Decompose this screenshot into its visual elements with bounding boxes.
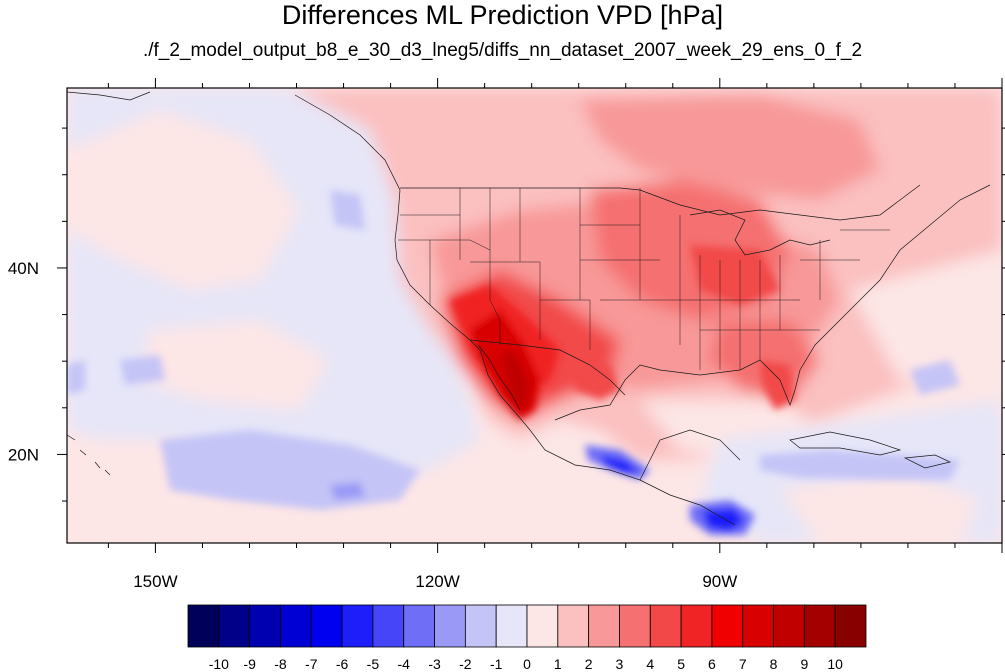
- colorbar-label: -3: [428, 656, 441, 672]
- central-america-blue-core: [702, 508, 745, 532]
- hawaii-islands: [67, 434, 111, 476]
- hispaniola-outline: [903, 454, 952, 469]
- map-lines: [67, 91, 991, 526]
- yucatan-coast: [639, 429, 741, 481]
- colorbar-label: -5: [367, 656, 380, 672]
- chart-subtitle: ./f_2_model_output_b8_e_30_d3_lneg5/diff…: [142, 40, 863, 61]
- colorbar-label: -7: [305, 656, 318, 672]
- pacific-pink-patch: [67, 110, 300, 290]
- x-tick-label: 90W: [702, 572, 737, 591]
- hawaii-blue-2: [330, 482, 365, 500]
- cuba-outline: [789, 431, 902, 456]
- axis-ticks: 150W 120W 90W 20N 40N: [8, 78, 1005, 591]
- field-strong-blobs: [67, 190, 960, 535]
- colorbar-box: [280, 604, 312, 648]
- atlantic-pink: [850, 250, 1002, 380]
- colorbar-label: 6: [708, 656, 716, 672]
- colorbar-label: -8: [274, 656, 287, 672]
- state-line: [489, 188, 501, 345]
- colorbar-box: [526, 604, 559, 648]
- mexico-blue-core: [600, 455, 640, 474]
- colorbar-box: [403, 604, 435, 648]
- colorbar-label: 8: [770, 656, 778, 672]
- caribbean-pink: [780, 470, 980, 543]
- colorbar-label: 3: [616, 656, 624, 672]
- map-field: [67, 88, 1002, 543]
- pacific-pink-patch-2: [140, 320, 330, 410]
- colorbar-box: [773, 604, 805, 648]
- x-tick-label: 150W: [133, 572, 177, 591]
- colorbar-label: -4: [398, 656, 411, 672]
- x-tick-label: 120W: [415, 572, 459, 591]
- baja-darkest: [500, 350, 530, 410]
- y-tick-label: 20N: [8, 445, 39, 464]
- west-coastline: [294, 94, 736, 526]
- state-line: [398, 239, 491, 251]
- north-pacific-blue: [330, 190, 365, 230]
- florida-red: [760, 360, 795, 410]
- colorbar-label: 10: [827, 656, 843, 672]
- baja-coast: [477, 344, 521, 411]
- southeast-red: [710, 320, 820, 400]
- colorbar-label: 5: [677, 656, 685, 672]
- bahamas-blue: [910, 360, 960, 395]
- colorbar-box: [187, 604, 220, 648]
- colorbar-box: [495, 604, 528, 648]
- pacific-blue-spot: [120, 355, 165, 385]
- midwest-core: [690, 245, 780, 305]
- y-tick-label: 40N: [8, 259, 39, 278]
- colorbar-box: [434, 604, 466, 648]
- colorbar-box: [218, 604, 251, 648]
- colorbar-box: [557, 604, 590, 648]
- state-lines: [398, 188, 890, 370]
- colorbar-label: 7: [739, 656, 747, 672]
- colorbar-box: [803, 604, 836, 648]
- colorbar-box: [372, 604, 405, 648]
- colorbar-label: 2: [585, 656, 593, 672]
- chart-title: Differences ML Prediction VPD [hPa]: [281, 0, 724, 30]
- colorbar-box: [680, 604, 713, 648]
- us-mexico-border: [469, 339, 626, 396]
- colorbar-box: [711, 604, 744, 648]
- colorbar: -10 -9 -8 -7 -6 -5 -4 -3 -2 -1 0 1 2 3 4 5 6 7 8 9 10: [187, 604, 867, 672]
- map-frame: [66, 87, 1003, 544]
- colorbar-box: [310, 604, 343, 648]
- colorbar-label: -9: [243, 656, 256, 672]
- colorbar-label: 4: [646, 656, 654, 672]
- colorbar-label: -10: [209, 656, 229, 672]
- colorbar-label: 1: [554, 656, 562, 672]
- us-canada-border: [400, 184, 921, 221]
- colorbar-box: [742, 604, 774, 648]
- great-lakes: [689, 209, 831, 256]
- colorbar-label: 9: [800, 656, 808, 672]
- gulf-coast: [554, 184, 991, 421]
- colorbar-box: [619, 604, 651, 648]
- colorbar-box: [464, 604, 497, 648]
- colorbar-box: [834, 604, 867, 648]
- texas-red: [570, 365, 620, 400]
- canada-mid-red: [580, 95, 880, 200]
- colorbar-box: [588, 604, 620, 648]
- alaska-coast: [67, 91, 151, 101]
- colorbar-label: -6: [336, 656, 349, 672]
- state-line: [540, 299, 591, 350]
- colorbar-box: [649, 604, 682, 648]
- east-pacific-pink: [420, 430, 700, 543]
- state-line: [470, 261, 541, 340]
- pacific-blue-spot-2: [67, 360, 85, 395]
- colorbar-label: -1: [490, 656, 503, 672]
- colorbar-box: [249, 604, 281, 648]
- colorbar-label: 0: [523, 656, 531, 672]
- colorbar-box: [341, 604, 374, 648]
- colorbar-label: -2: [459, 656, 472, 672]
